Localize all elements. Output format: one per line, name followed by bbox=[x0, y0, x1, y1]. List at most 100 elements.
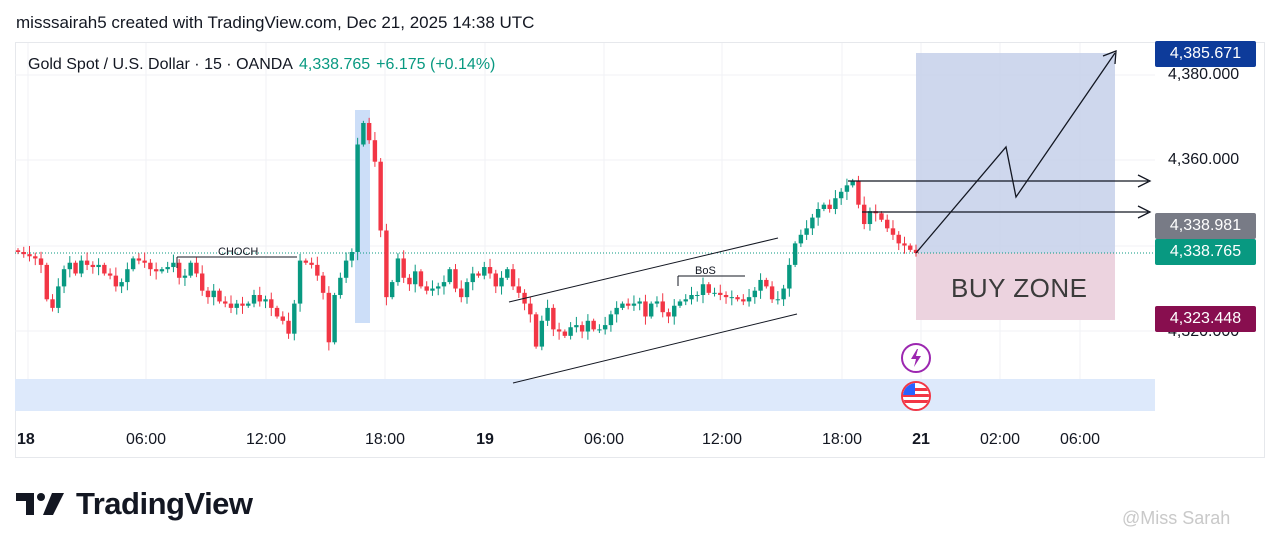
buy-zone-label: BUY ZONE bbox=[951, 273, 1088, 303]
target-price-tag: 4,385.671 bbox=[1155, 41, 1256, 67]
candle bbox=[827, 199, 832, 213]
candle-body bbox=[223, 301, 228, 304]
candle bbox=[453, 264, 458, 293]
candle-body bbox=[597, 329, 602, 331]
candle bbox=[326, 286, 332, 351]
x-axis-label: 19 bbox=[476, 431, 494, 448]
candle bbox=[470, 266, 475, 291]
candle-body bbox=[234, 303, 239, 308]
candle-body bbox=[568, 327, 573, 336]
candle-body bbox=[706, 284, 711, 293]
candle-body bbox=[815, 208, 821, 218]
tradingview-logo[interactable]: TradingView bbox=[16, 486, 253, 522]
candle-body bbox=[746, 297, 752, 302]
candle bbox=[879, 211, 884, 222]
candle-body bbox=[556, 329, 562, 332]
projection-path bbox=[915, 50, 1117, 254]
candle-body bbox=[73, 262, 78, 274]
candle-body bbox=[269, 299, 274, 308]
candle-body bbox=[436, 286, 441, 289]
buy-zone-stop-area bbox=[916, 253, 1115, 320]
candle bbox=[758, 273, 763, 299]
candle bbox=[700, 277, 706, 304]
candle-body bbox=[165, 267, 170, 270]
candle bbox=[602, 316, 608, 335]
candle bbox=[833, 190, 838, 215]
candle bbox=[597, 324, 602, 334]
x-axis: 18 06:00 12:00 18:00 19 06:00 12:00 18:00 21 02:0… bbox=[17, 431, 1100, 448]
x-axis-label: 12:00 bbox=[246, 431, 286, 448]
y-axis-label-4380: 4,380.000 bbox=[1168, 66, 1240, 83]
candle-body bbox=[119, 282, 124, 287]
candle-body bbox=[695, 294, 700, 296]
candle-body bbox=[792, 243, 798, 265]
candle bbox=[902, 236, 907, 254]
candle bbox=[493, 269, 498, 294]
candle bbox=[464, 278, 470, 304]
candle bbox=[240, 296, 245, 314]
lightning-icon[interactable] bbox=[901, 343, 931, 373]
candle bbox=[90, 261, 96, 274]
candle-body bbox=[856, 181, 861, 205]
candle-body bbox=[389, 282, 395, 298]
candle bbox=[246, 301, 251, 308]
candle-body bbox=[487, 267, 493, 274]
candle-body bbox=[591, 320, 596, 330]
candle bbox=[499, 271, 504, 295]
candle bbox=[764, 277, 769, 289]
candle-body bbox=[303, 260, 309, 263]
symbol-name: Gold Spot / U.S. Dollar · 15 · OANDA bbox=[28, 56, 293, 73]
candle bbox=[775, 291, 781, 305]
candle bbox=[228, 295, 234, 314]
candle bbox=[153, 262, 159, 280]
candle bbox=[528, 296, 533, 323]
candle-body bbox=[683, 299, 688, 302]
candle-body bbox=[171, 262, 176, 268]
candle bbox=[712, 287, 717, 297]
candle-body bbox=[510, 269, 516, 287]
candle bbox=[729, 290, 734, 306]
candle bbox=[263, 295, 268, 309]
candle-body bbox=[297, 260, 303, 304]
candle-body bbox=[211, 290, 216, 298]
candle-body bbox=[355, 144, 360, 252]
candle bbox=[372, 132, 378, 167]
us-flag-icon[interactable] bbox=[901, 381, 931, 411]
candle-body bbox=[194, 262, 199, 274]
candle-body bbox=[418, 271, 424, 287]
candle bbox=[522, 289, 527, 311]
candle bbox=[315, 256, 320, 281]
candle-body bbox=[649, 303, 654, 317]
candle bbox=[223, 296, 228, 308]
candle bbox=[257, 286, 262, 307]
current-price-tag: 4,338.765 bbox=[1155, 239, 1256, 265]
candle-body bbox=[810, 217, 815, 229]
candle-body bbox=[712, 292, 717, 294]
candle bbox=[821, 202, 827, 212]
symbol-legend[interactable]: Gold Spot / U.S. Dollar · 15 · OANDA 4,33… bbox=[28, 56, 495, 74]
candle-body bbox=[130, 258, 136, 270]
candle bbox=[171, 254, 176, 273]
candles bbox=[15, 117, 919, 351]
candle-body bbox=[320, 275, 326, 293]
candle-body bbox=[493, 273, 498, 287]
candle bbox=[15, 248, 21, 255]
candle bbox=[666, 308, 671, 324]
candle bbox=[21, 246, 26, 258]
candle bbox=[430, 280, 435, 296]
candle bbox=[798, 229, 804, 248]
candle bbox=[873, 204, 878, 222]
candle-body bbox=[476, 273, 481, 276]
candle bbox=[366, 117, 372, 144]
candle-body bbox=[56, 286, 61, 308]
candle-body bbox=[401, 258, 406, 278]
x-axis-label: 06:00 bbox=[584, 431, 624, 448]
watermark: @Miss Sarah bbox=[1122, 508, 1231, 528]
candle-body bbox=[539, 320, 545, 347]
candle-body bbox=[775, 299, 781, 301]
candle-body bbox=[125, 269, 130, 283]
candle bbox=[608, 310, 614, 332]
candle-body bbox=[84, 260, 90, 265]
horizontal-ray-1 bbox=[848, 174, 1152, 188]
